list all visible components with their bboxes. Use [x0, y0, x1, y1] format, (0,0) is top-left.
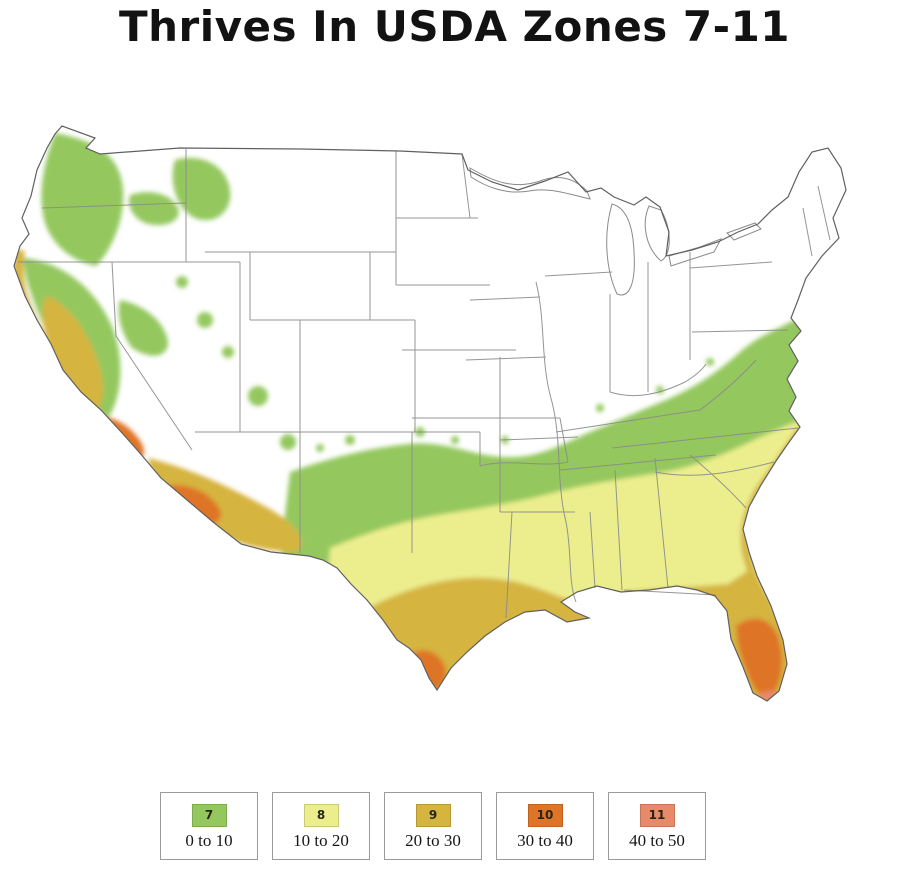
legend-swatch: 7	[191, 803, 227, 827]
legend-swatch: 10	[527, 803, 563, 827]
zone7-idaho-patch	[172, 157, 231, 221]
lake-michigan	[606, 203, 635, 296]
zone9-arizona	[148, 458, 302, 552]
legend-zone-number: 11	[648, 808, 666, 822]
zone10-south-texas	[413, 650, 446, 689]
legend-swatch: 11	[639, 803, 675, 827]
lake-superior	[469, 167, 591, 200]
legend-item: 10 30 to 40	[496, 792, 594, 860]
legend-item: 9 20 to 30	[384, 792, 482, 860]
zone7-pnw	[41, 133, 124, 266]
state-borders	[18, 149, 831, 619]
legend-swatch: 8	[303, 803, 339, 827]
legend-range: 40 to 50	[629, 830, 685, 850]
legend-zone-number: 8	[316, 808, 326, 822]
legend-range: 10 to 20	[293, 830, 349, 850]
legend-item: 7 0 to 10	[160, 792, 258, 860]
legend-item: 8 10 to 20	[272, 792, 370, 860]
legend: 7 0 to 10 8 10 to 20 9 20 to 30 10 30 to…	[160, 792, 706, 860]
legend-zone-number: 10	[536, 808, 554, 822]
zone7-ewash-patch	[128, 192, 179, 226]
zone10-south-florida	[736, 618, 783, 700]
legend-range: 20 to 30	[405, 830, 461, 850]
legend-zone-number: 7	[204, 808, 214, 822]
legend-item: 11 40 to 50	[608, 792, 706, 860]
lake-huron	[644, 205, 670, 262]
legend-zone-number: 9	[428, 808, 438, 822]
zone7-nevada-lobe	[118, 300, 168, 356]
lake-ontario	[726, 222, 762, 241]
zone9-central-valley	[42, 296, 104, 416]
legend-swatch: 9	[415, 803, 451, 827]
great-lakes	[469, 167, 762, 296]
page-title: Thrives In USDA Zones 7-11	[118, 2, 791, 51]
legend-range: 30 to 40	[517, 830, 573, 850]
legend-range: 0 to 10	[185, 830, 233, 850]
